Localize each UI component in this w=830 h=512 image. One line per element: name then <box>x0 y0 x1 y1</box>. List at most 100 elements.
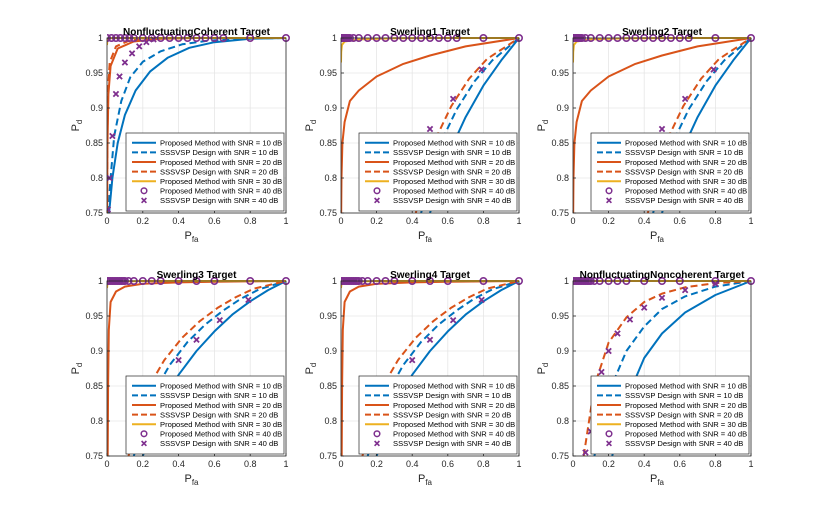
series-line-3 <box>341 280 520 456</box>
marker-cross <box>605 347 612 355</box>
y-tick-label: 0.9 <box>90 346 103 356</box>
marker-cross <box>408 356 416 364</box>
legend-entry: Proposed Method with SNR = 30 dB <box>393 420 515 429</box>
x-tick-label: 0.6 <box>208 459 221 469</box>
legend-swatch <box>606 440 612 447</box>
x-tick-label: 0 <box>104 216 109 226</box>
x-axis-label: Pfa <box>184 473 199 487</box>
legend-entry: SSSVSP Design with SNR = 20 dB <box>160 167 278 176</box>
legend-entry: SSSVSP Design with SNR = 10 dB <box>393 391 511 400</box>
x-tick-label: 0 <box>104 459 109 469</box>
legend-entry: SSSVSP Design with SNR = 10 dB <box>625 391 743 400</box>
y-tick-label: 0.75 <box>85 451 103 461</box>
x-tick-label: 0.4 <box>406 459 419 469</box>
y-axis-label-main: P <box>70 124 82 131</box>
y-tick-label: 0.75 <box>551 451 569 461</box>
x-axis-label: Pfa <box>650 473 665 487</box>
y-tick-label: 0.75 <box>319 451 337 461</box>
legend-swatch <box>140 187 148 195</box>
x-tick-label: 1 <box>516 459 521 469</box>
x-tick-label: 0.8 <box>244 216 257 226</box>
y-tick-label: 0.75 <box>85 208 103 218</box>
legend-entry: Proposed Method with SNR = 20 dB <box>393 158 515 167</box>
legend-entry: Proposed Method with SNR = 20 dB <box>625 401 747 410</box>
y-axis-label: Pd <box>536 363 550 375</box>
x-axis-label-sub: fa <box>192 235 199 244</box>
y-axis-label-main: P <box>536 367 548 374</box>
y-tick-label: 0.9 <box>324 103 337 113</box>
y-tick-label: 0.95 <box>85 311 103 321</box>
marker-cross <box>135 43 143 50</box>
x-axis-label: Pfa <box>418 230 433 244</box>
x-tick-label: 0.6 <box>674 216 687 226</box>
marker-cross <box>614 330 621 337</box>
x-tick-label: 0.4 <box>172 459 185 469</box>
legend-entry: Proposed Method with SNR = 10 dB <box>625 382 747 391</box>
legend-swatch <box>373 187 381 195</box>
x-tick-label: 0.6 <box>442 459 455 469</box>
x-tick-label: 0.6 <box>674 459 687 469</box>
marker-cross <box>112 90 120 98</box>
x-tick-label: 0.2 <box>370 216 383 226</box>
y-tick-label: 1 <box>564 33 569 43</box>
x-axis-label-sub: fa <box>657 235 664 244</box>
x-tick-label: 0.8 <box>709 216 722 226</box>
y-tick-label: 0.8 <box>324 173 337 183</box>
y-axis-label-sub: d <box>309 120 318 124</box>
legend-entry: Proposed Method with SNR = 40 dB <box>625 187 747 196</box>
x-tick-label: 0.2 <box>370 459 383 469</box>
legend-swatch <box>141 197 147 204</box>
y-tick-label: 0.8 <box>324 416 337 426</box>
x-axis-label: Pfa <box>650 230 665 244</box>
y-axis-label-sub: d <box>541 363 550 367</box>
y-axis-label: Pd <box>70 363 84 375</box>
x-axis-label-sub: fa <box>425 478 432 487</box>
legend-entry: SSSVSP Design with SNR = 20 dB <box>160 410 278 419</box>
marker-cross <box>426 125 434 133</box>
legend-entry: Proposed Method with SNR = 10 dB <box>160 382 282 391</box>
axes-box <box>572 280 752 457</box>
axes-box <box>106 37 287 214</box>
y-axis-label-sub: d <box>309 363 318 367</box>
x-tick-label: 0.2 <box>137 216 150 226</box>
marker-cross <box>626 316 634 323</box>
y-tick-label: 0.85 <box>551 138 569 148</box>
axes-box <box>340 37 520 214</box>
y-tick-label: 0.95 <box>319 311 337 321</box>
x-tick-label: 0 <box>570 216 575 226</box>
y-tick-label: 0.95 <box>551 68 569 78</box>
marker-cross <box>426 336 434 344</box>
x-axis-label-main: P <box>650 473 657 485</box>
x-axis-label-sub: fa <box>425 235 432 244</box>
y-axis-label: Pd <box>536 120 550 132</box>
marker-cross <box>681 95 689 103</box>
legend-entry: Proposed Method with SNR = 20 dB <box>625 158 747 167</box>
series-line-3 <box>573 37 752 213</box>
marker-cross <box>107 206 112 213</box>
legend-entry: Proposed Method with SNR = 30 dB <box>625 420 747 429</box>
axes-box <box>106 280 287 457</box>
legend-entry: SSSVSP Design with SNR = 20 dB <box>625 167 743 176</box>
legend-swatch <box>373 430 381 438</box>
y-tick-label: 1 <box>564 276 569 286</box>
y-tick-label: 0.85 <box>85 138 103 148</box>
x-tick-label: 0 <box>570 459 575 469</box>
legend: Proposed Method with SNR = 10 dB SSSVSP D… <box>125 375 285 455</box>
y-tick-label: 0.8 <box>90 173 103 183</box>
legend-swatch <box>141 440 147 447</box>
x-tick-label: 0.2 <box>602 459 615 469</box>
y-tick-label: 1 <box>98 276 103 286</box>
x-axis-label-main: P <box>418 473 425 485</box>
subplot-5: 0 0.2 0.4 0.6 0.8 1 0.75 0.8 0.85 0.9 0.95 1 Swerlin… <box>304 270 523 487</box>
y-tick-label: 0.85 <box>551 381 569 391</box>
legend-entry: Proposed Method with SNR = 20 dB <box>393 401 515 410</box>
y-tick-label: 0.85 <box>85 381 103 391</box>
x-tick-label: 0.4 <box>638 459 651 469</box>
x-axis-label-main: P <box>650 230 657 242</box>
marker-cross <box>143 38 150 46</box>
legend-entry: Proposed Method with SNR = 40 dB <box>393 430 515 439</box>
